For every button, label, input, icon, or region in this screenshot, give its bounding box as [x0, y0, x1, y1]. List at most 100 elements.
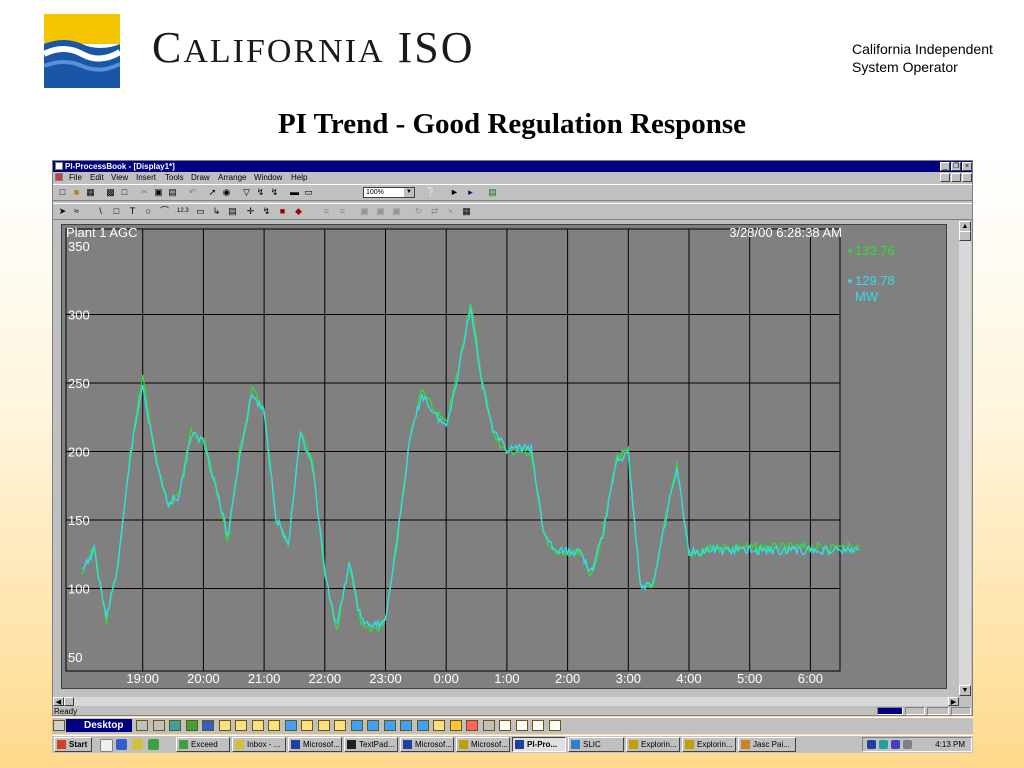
select-arrow-icon[interactable]: ➤	[58, 206, 67, 216]
taskbar-button[interactable]: Exceed	[176, 737, 230, 752]
desktop-shortcut-icon[interactable]	[284, 720, 297, 731]
trend-display[interactable]: 350 300 250 200 150 100 50 19:00 20:00 21:00 22:0…	[61, 224, 947, 689]
desktop-shortcut-icon[interactable]	[416, 720, 429, 731]
group-icon[interactable]: ▣	[360, 206, 369, 216]
chart-icon[interactable]: ▤	[488, 187, 497, 197]
taskbar-button[interactable]: TextPad...	[344, 737, 398, 752]
xy-plot-icon[interactable]: ✛	[246, 206, 255, 216]
desktop-shortcut-icon[interactable]	[185, 720, 198, 731]
desktop-shortcut-icon[interactable]	[466, 720, 478, 731]
doc-close-button[interactable]	[962, 173, 972, 182]
doc-icon[interactable]	[55, 173, 63, 181]
desktop-shortcut-icon[interactable]	[532, 720, 544, 731]
copy-icon[interactable]: ▣	[154, 187, 163, 197]
zoom-select[interactable]: 100% ▼	[363, 187, 415, 198]
menu-tools[interactable]: Tools	[165, 173, 184, 182]
cut-icon[interactable]: ✂	[140, 187, 149, 197]
menu-view[interactable]: View	[111, 173, 129, 182]
freehand-icon[interactable]: ≈	[74, 206, 79, 216]
chevron-down-icon[interactable]: ▼	[404, 188, 414, 197]
new-file-icon[interactable]: □	[59, 187, 66, 197]
trend-icon[interactable]: ↯	[256, 187, 265, 197]
undo-icon[interactable]: ↶	[188, 187, 197, 197]
restore-button[interactable]: ❐	[951, 162, 961, 171]
print-preview-icon[interactable]: □	[121, 187, 128, 197]
scroll-left-arrow-icon[interactable]: ◀	[53, 697, 64, 706]
tray-app-icon[interactable]	[903, 740, 912, 749]
doc-minimize-button[interactable]	[940, 173, 950, 182]
menu-edit[interactable]: Edit	[90, 173, 104, 182]
bar-graph-icon[interactable]: ▤	[228, 206, 237, 216]
app-icon[interactable]	[55, 162, 63, 170]
desktop-shortcut-icon[interactable]	[515, 720, 528, 731]
channels-icon[interactable]	[148, 739, 159, 750]
rectangle-icon[interactable]: □	[113, 206, 120, 216]
taskbar-button[interactable]: Explorin...	[626, 737, 680, 752]
close-button[interactable]: ×	[962, 162, 972, 171]
menu-file[interactable]: File	[69, 173, 82, 182]
taskbar-button[interactable]: SLIC	[568, 737, 624, 752]
button-shape-icon[interactable]: ▭	[196, 206, 205, 216]
desktop-shortcut-icon[interactable]	[482, 720, 495, 731]
taskbar-button[interactable]: Inbox - ...	[232, 737, 286, 752]
symbol-icon[interactable]: ■	[279, 206, 286, 216]
doc-restore-button[interactable]	[951, 173, 961, 182]
desktop-shortcut-icon[interactable]	[218, 720, 231, 731]
object-icon[interactable]: ◆	[295, 206, 302, 216]
connector-icon[interactable]: ↳	[212, 206, 221, 216]
print-icon[interactable]: ▩	[106, 187, 115, 197]
desktop-shortcut-icon[interactable]	[383, 720, 396, 731]
flip-icon[interactable]: ⇄	[430, 206, 439, 216]
desktop-shortcut-icon[interactable]	[152, 720, 165, 731]
line-icon[interactable]: \	[99, 206, 102, 216]
hscroll-thumb[interactable]	[64, 697, 74, 706]
properties-icon[interactable]: ▦	[462, 206, 471, 216]
desktop-shortcut-icon[interactable]	[433, 720, 445, 731]
horizontal-scrollbar[interactable]: ◀ ▶	[53, 697, 959, 706]
scroll-thumb[interactable]	[959, 231, 971, 241]
desktop-shortcut-icon[interactable]	[334, 720, 346, 731]
order-icon[interactable]: ▣	[392, 206, 401, 216]
ellipse-icon[interactable]: ○	[145, 206, 152, 216]
value-icon[interactable]: 12.3	[177, 208, 189, 214]
minimize-button[interactable]: _	[940, 162, 950, 171]
binoculars-icon[interactable]: ◉	[222, 187, 231, 197]
menu-draw[interactable]: Draw	[191, 173, 210, 182]
play-icon[interactable]: ▸	[468, 187, 473, 197]
help-pointer-icon[interactable]: ❔	[425, 187, 437, 197]
desktop-shortcut-icon[interactable]	[251, 720, 264, 731]
menu-insert[interactable]: Insert	[136, 173, 157, 182]
desktop-shortcut-icon[interactable]	[136, 720, 148, 731]
taskbar-button[interactable]: Jasc Pai...	[738, 737, 796, 752]
desktop-shortcut-icon[interactable]	[548, 720, 561, 731]
desktop-shortcut-icon[interactable]	[235, 720, 247, 731]
menu-window[interactable]: Window	[254, 173, 283, 182]
menu-help[interactable]: Help	[291, 173, 308, 182]
desktop-shortcut-icon[interactable]	[169, 720, 181, 731]
align-icon[interactable]: ≡	[323, 206, 330, 216]
scroll-down-arrow-icon[interactable]: ▼	[959, 685, 971, 696]
layout-icon[interactable]: ▬	[290, 187, 299, 197]
desktop-shortcut-icon[interactable]	[449, 720, 462, 731]
title-bar[interactable]: PI-ProcessBook - [Display1*] _ ❐ ×	[53, 161, 972, 172]
desktop-shortcut-icon[interactable]	[367, 720, 379, 731]
open-folder-icon[interactable]: ■	[73, 187, 80, 197]
taskbar-button[interactable]: Microsof...	[288, 737, 342, 752]
desktop-shortcut-icon[interactable]	[317, 720, 330, 731]
desktop-shortcut-icon[interactable]	[350, 720, 363, 731]
text-icon[interactable]: T	[129, 206, 136, 216]
desktop-shortcut-icon[interactable]	[268, 720, 280, 731]
ie-icon[interactable]	[116, 739, 127, 750]
vertical-scrollbar[interactable]: ▲ ▼	[959, 221, 971, 696]
taskbar-button[interactable]: Microsof...	[400, 737, 454, 752]
desktop-shortcut-icon[interactable]	[202, 720, 214, 731]
delete-icon[interactable]: ×	[447, 206, 454, 216]
menu-arrange[interactable]: Arrange	[218, 173, 247, 182]
outlook-icon[interactable]	[132, 739, 143, 750]
show-desktop-icon[interactable]	[100, 739, 113, 752]
desktop-shortcut-icon[interactable]	[301, 720, 313, 731]
clock[interactable]: 4:13 PM	[935, 740, 965, 749]
ungroup-icon[interactable]: ▣	[376, 206, 385, 216]
toolbar-grip-icon[interactable]	[53, 720, 65, 731]
taskbar-button[interactable]: Explorin...	[682, 737, 736, 752]
